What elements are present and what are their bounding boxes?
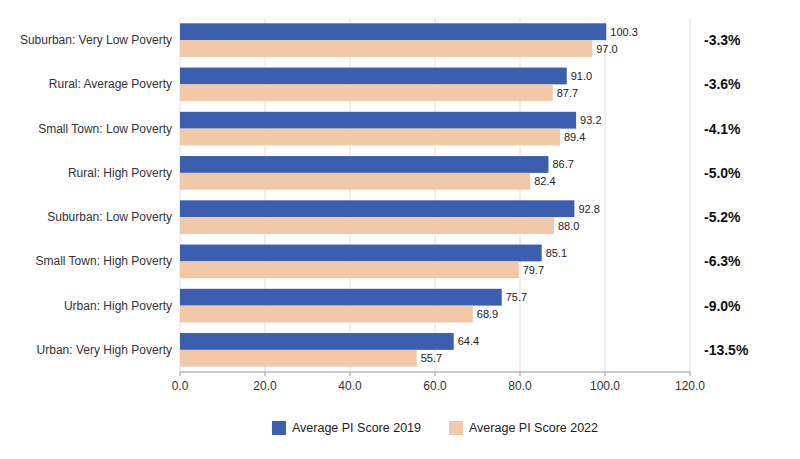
category-label: Rural: Average Poverty (49, 77, 172, 91)
chart: 100.3 91.0 93.2 86.7 92.8 85.1 75.7 64.4 97.0 87.… (0, 0, 800, 459)
pct-change-label: -3.3% (704, 32, 741, 48)
tick-label: 20.0 (253, 379, 277, 393)
category-label: Small Town: High Poverty (36, 254, 173, 268)
bar (180, 173, 530, 190)
pct-change-label: -4.1% (704, 121, 741, 137)
tick-mark (605, 372, 606, 376)
tick-mark (265, 372, 266, 376)
category-label: Suburban: Low Poverty (47, 210, 172, 224)
category-label: Rural: High Poverty (68, 166, 172, 180)
bar (180, 306, 473, 323)
pct-change-label: -13.5% (704, 342, 749, 358)
data-label: 87.7 (557, 87, 578, 99)
legend: Average PI Score 2019 Average PI Score 20… (272, 421, 598, 435)
data-label: 75.7 (506, 291, 527, 303)
tick-mark (435, 372, 436, 376)
data-label: 85.1 (546, 247, 567, 259)
bar (180, 156, 548, 173)
data-label: 93.2 (580, 114, 601, 126)
bar (180, 112, 576, 129)
data-label: 89.4 (564, 131, 585, 143)
bars (180, 23, 606, 366)
tick-mark (180, 372, 181, 376)
x-axis: 0.0 20.0 40.0 60.0 80.0 100.0 120.0 (172, 372, 706, 393)
legend-label: Average PI Score 2019 (292, 421, 421, 435)
tick-mark (520, 372, 521, 376)
data-label: 97.0 (596, 43, 617, 55)
bar (180, 333, 454, 350)
annotations: -3.3% -3.6% -4.1% -5.0% -5.2% -6.3% -9.0% -13.5… (704, 32, 749, 358)
category-label: Small Town: Low Poverty (38, 122, 172, 136)
data-label: 82.4 (534, 175, 555, 187)
legend-label: Average PI Score 2022 (469, 421, 598, 435)
data-label: 64.4 (458, 335, 479, 347)
pct-change-label: -5.2% (704, 209, 741, 225)
data-label: 86.7 (552, 158, 573, 170)
legend-swatch (272, 421, 286, 435)
bar (180, 40, 592, 57)
data-label: 79.7 (523, 264, 544, 276)
data-label: 68.9 (477, 308, 498, 320)
bar (180, 68, 567, 85)
bar (180, 200, 574, 217)
bar (180, 129, 560, 146)
bar (180, 84, 553, 101)
category-label: Suburban: Very Low Poverty (20, 33, 172, 47)
grid (180, 18, 690, 372)
grid-line (605, 18, 606, 372)
tick-label: 120.0 (675, 379, 705, 393)
data-label: 92.8 (578, 203, 599, 215)
tick-mark (690, 372, 691, 376)
data-label: 88.0 (558, 220, 579, 232)
data-label: 100.3 (610, 26, 638, 38)
pct-change-label: -3.6% (704, 76, 741, 92)
y-axis: Suburban: Very Low Poverty Rural: Average… (20, 33, 172, 357)
data-label: 91.0 (571, 70, 592, 82)
bar (180, 350, 417, 367)
tick-label: 0.0 (172, 379, 189, 393)
tick-label: 60.0 (423, 379, 447, 393)
pct-change-label: -5.0% (704, 165, 741, 181)
category-label: Urban: Very High Poverty (37, 343, 172, 357)
data-label: 55.7 (421, 352, 442, 364)
grid-line (690, 18, 691, 372)
bar (180, 217, 554, 234)
pct-change-label: -6.3% (704, 253, 741, 269)
legend-swatch (449, 421, 463, 435)
category-label: Urban: High Poverty (64, 299, 172, 313)
tick-label: 40.0 (338, 379, 362, 393)
bar (180, 289, 502, 306)
data-labels: 100.3 91.0 93.2 86.7 92.8 85.1 75.7 64.4 97.0 87.… (421, 26, 638, 365)
legend-item: Average PI Score 2022 (449, 421, 598, 435)
legend-item: Average PI Score 2019 (272, 421, 421, 435)
tick-label: 80.0 (508, 379, 532, 393)
pct-change-label: -9.0% (704, 298, 741, 314)
tick-mark (350, 372, 351, 376)
tick-label: 100.0 (590, 379, 620, 393)
bar (180, 245, 542, 262)
bar (180, 261, 519, 278)
bar (180, 23, 606, 40)
